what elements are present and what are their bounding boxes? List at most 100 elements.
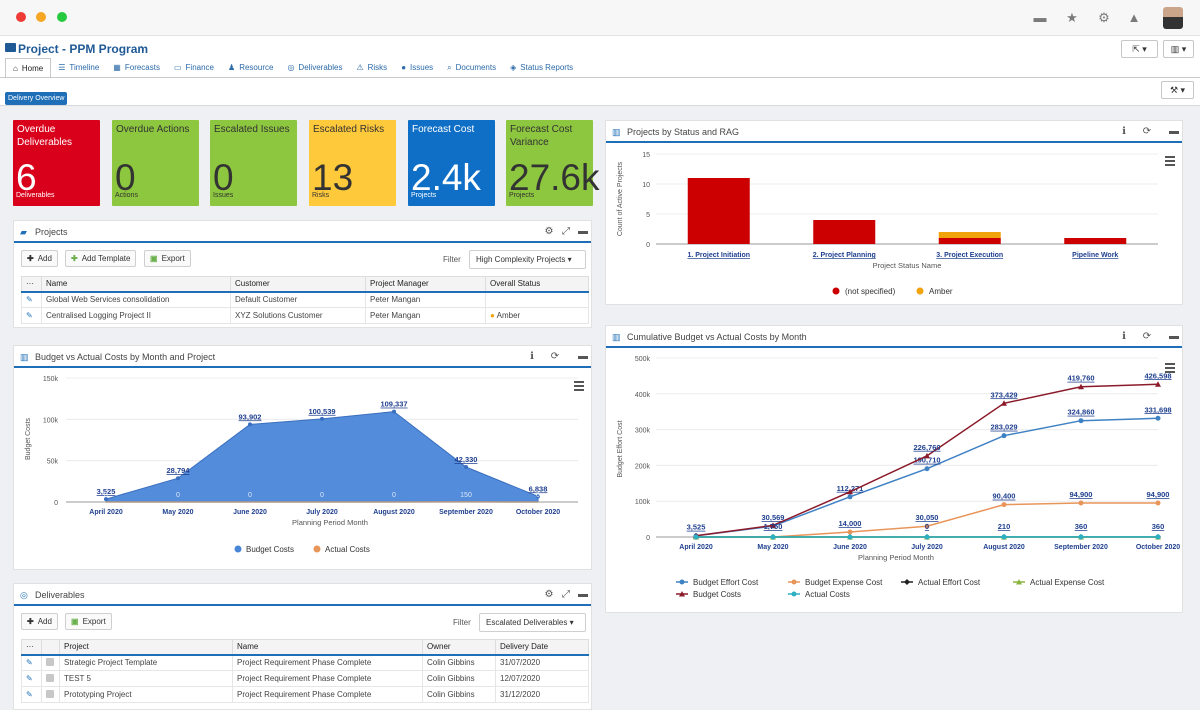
- data-point: [770, 522, 776, 528]
- chart-menu-icon: [1165, 164, 1175, 166]
- data-label: 30,050: [916, 513, 939, 522]
- tab-resource[interactable]: ♟ Resource: [228, 63, 274, 72]
- column-header[interactable]: Name: [232, 639, 423, 655]
- panel-title: Projects: [35, 227, 68, 237]
- edit-icon[interactable]: ✎: [21, 291, 42, 308]
- kpi-forecast-cost[interactable]: Forecast Cost 2.4k Projects: [408, 120, 495, 206]
- maximize-window-button[interactable]: [57, 12, 67, 22]
- deliverable-link[interactable]: Project Requirement Phase Complete: [232, 686, 423, 703]
- deliverable-link[interactable]: Project Requirement Phase Complete: [232, 670, 423, 687]
- data-point: [679, 579, 685, 585]
- expand-icon[interactable]: ⤢: [562, 589, 570, 600]
- star-icon[interactable]: ★: [1066, 10, 1078, 25]
- column-header[interactable]: Customer: [230, 276, 366, 292]
- add-deliverable-button[interactable]: ✚ Add: [21, 613, 58, 630]
- minimize-icon[interactable]: ▬: [578, 226, 588, 237]
- close-window-button[interactable]: [16, 12, 26, 22]
- owner-cell: Colin Gibbins: [422, 686, 496, 703]
- refresh-icon[interactable]: ⟳: [1142, 126, 1152, 137]
- table-row[interactable]: ✎ Strategic Project Template Project Req…: [21, 654, 589, 671]
- customer-link[interactable]: Default Customer: [230, 291, 366, 308]
- hierarchy-icon[interactable]: ⛬: [138, 43, 145, 53]
- row-checkbox[interactable]: [41, 654, 60, 671]
- tab-status-reports[interactable]: ◈ Status Reports: [510, 63, 574, 72]
- table-row[interactable]: ✎ Centralised Logging Project II XYZ Sol…: [21, 307, 589, 324]
- deliverables-filter-select[interactable]: Escalated Deliverables ▾: [479, 613, 586, 632]
- kpi-overdue-actions[interactable]: Overdue Actions 0 Actions: [112, 120, 199, 206]
- table-row[interactable]: ✎ Prototyping Project Project Requiremen…: [21, 686, 589, 703]
- refresh-icon[interactable]: ⟳: [550, 351, 560, 362]
- column-header[interactable]: Delivery Date: [495, 639, 589, 655]
- kpi-overdue-deliverables[interactable]: Overdue Deliverables 6 Deliverables: [13, 120, 100, 206]
- customer-link[interactable]: XYZ Solutions Customer: [230, 307, 366, 324]
- y-axis-title: Budget Costs: [25, 417, 32, 460]
- deliverables-table: ··· Project Name Owner Delivery Date ✎ S…: [21, 639, 589, 703]
- edit-icon[interactable]: ✎: [21, 654, 42, 671]
- user-avatar[interactable]: [1163, 7, 1183, 29]
- export-button[interactable]: ▣ Export: [144, 250, 191, 267]
- expand-icon[interactable]: ⤢: [562, 226, 570, 237]
- refresh-icon[interactable]: ⟳: [1142, 331, 1152, 342]
- gear-icon[interactable]: ⚙: [1098, 10, 1110, 25]
- tab-finance[interactable]: ▭ Finance: [173, 63, 215, 72]
- kpi-forecast-cost-variance[interactable]: Forecast Cost Variance 27.6k Projects: [506, 120, 600, 206]
- column-header[interactable]: Project Manager: [365, 276, 486, 292]
- gear-icon[interactable]: ⚙: [544, 589, 554, 600]
- project-name-link[interactable]: Global Web Services consolidation: [41, 291, 231, 308]
- kpi-escalated-risks[interactable]: Escalated Risks 13 Risks: [309, 120, 396, 206]
- tab-documents[interactable]: ⌕ Documents: [447, 63, 497, 72]
- tab-forecasts[interactable]: ▦ Forecasts: [113, 63, 160, 72]
- chart-dropdown-button[interactable]: ▥ ▾: [1163, 40, 1194, 58]
- info-icon[interactable]: ℹ: [1122, 331, 1126, 342]
- info-icon[interactable]: ℹ: [1122, 126, 1126, 137]
- checkbox-header[interactable]: [41, 639, 60, 655]
- data-point: [1001, 433, 1007, 439]
- delivery-overview-tab[interactable]: Delivery Overview: [5, 92, 68, 105]
- y-tick-label: 300k: [635, 428, 651, 435]
- deliverable-link[interactable]: Project Requirement Phase Complete: [232, 654, 423, 671]
- minimize-icon[interactable]: ▬: [1169, 331, 1179, 342]
- tab-deliverables[interactable]: ◎ Deliverables: [287, 63, 343, 72]
- bar-chart-icon: ▥: [20, 352, 29, 362]
- minimize-window-button[interactable]: [36, 12, 46, 22]
- minimize-icon[interactable]: ▬: [578, 589, 588, 600]
- bell-icon[interactable]: ▲: [1127, 10, 1141, 25]
- filter-label: Filter: [453, 618, 471, 627]
- minimize-icon[interactable]: ▬: [578, 351, 588, 362]
- projects-filter-select[interactable]: High Complexity Projects ▾: [469, 250, 586, 269]
- tab-risks[interactable]: ⚠ Risks: [356, 63, 388, 72]
- project-name-link[interactable]: Centralised Logging Project II: [41, 307, 231, 324]
- share-dropdown-button[interactable]: ⇱ ▾: [1121, 40, 1158, 58]
- tab-issues[interactable]: ● Issues: [401, 63, 434, 72]
- tab-timeline[interactable]: ☰ Timeline: [58, 63, 100, 72]
- export-button[interactable]: ▣ Export: [65, 613, 112, 630]
- row-menu-header[interactable]: ···: [21, 276, 42, 292]
- data-label: 3,525: [97, 487, 116, 496]
- column-header[interactable]: Name: [41, 276, 231, 292]
- kpi-escalated-issues[interactable]: Escalated Issues 0 Issues: [210, 120, 297, 206]
- gear-icon[interactable]: ⚙: [544, 226, 554, 237]
- warning-icon: ⚠: [356, 63, 364, 72]
- column-header[interactable]: Owner: [422, 639, 496, 655]
- data-label: 0: [536, 492, 540, 499]
- row-menu-header[interactable]: ···: [21, 639, 42, 655]
- tab-home[interactable]: ⌂ Home: [5, 58, 52, 78]
- data-point: [904, 579, 910, 585]
- edit-icon[interactable]: ✎: [21, 686, 42, 703]
- edit-icon[interactable]: ✎: [21, 670, 42, 687]
- add-template-button[interactable]: ✚ Add Template: [65, 250, 137, 267]
- column-header[interactable]: Project: [59, 639, 233, 655]
- y-tick-label: 0: [54, 500, 58, 507]
- filter-label: Filter: [443, 255, 461, 264]
- column-header[interactable]: Overall Status: [485, 276, 589, 292]
- table-row[interactable]: ✎ Global Web Services consolidation Defa…: [21, 291, 589, 308]
- chat-icon[interactable]: ▬: [1033, 10, 1047, 25]
- info-icon[interactable]: ℹ: [530, 351, 534, 362]
- row-checkbox[interactable]: [41, 670, 60, 687]
- tools-dropdown-button[interactable]: ⚒ ▾: [1161, 81, 1194, 99]
- add-project-button[interactable]: ✚ Add: [21, 250, 58, 267]
- row-checkbox[interactable]: [41, 686, 60, 703]
- minimize-icon[interactable]: ▬: [1169, 126, 1179, 137]
- edit-icon[interactable]: ✎: [21, 307, 42, 324]
- table-row[interactable]: ✎ TEST 5 Project Requirement Phase Compl…: [21, 670, 589, 687]
